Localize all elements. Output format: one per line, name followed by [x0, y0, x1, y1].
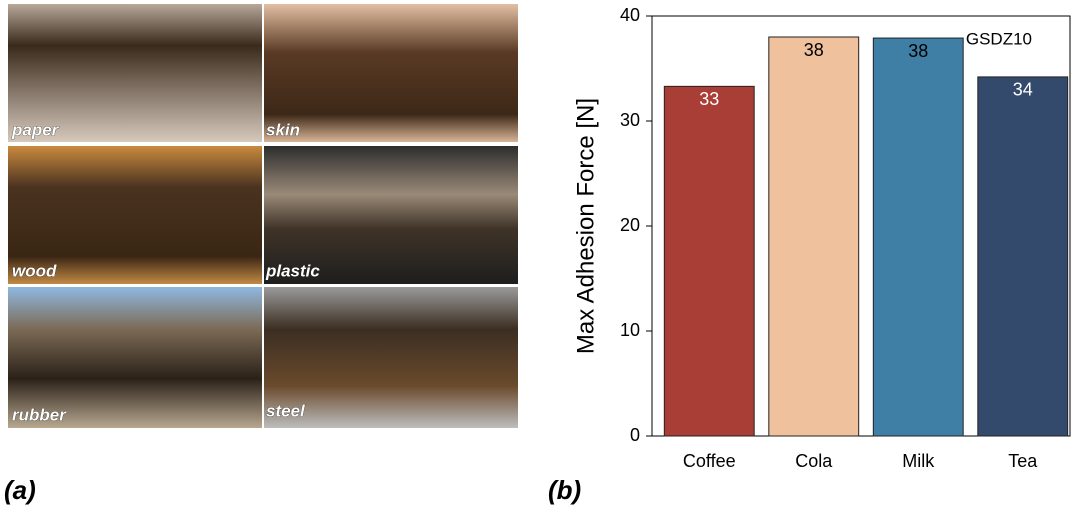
y-tick-label: 0	[630, 425, 640, 445]
bar	[873, 38, 963, 436]
photo-label: wood	[12, 261, 57, 280]
panel-caption: (b)	[548, 475, 581, 505]
photo-skin	[264, 4, 518, 142]
value-label: 33	[699, 89, 719, 109]
x-tick-label: Tea	[1008, 451, 1038, 471]
y-tick-label: 40	[620, 5, 640, 25]
x-tick-label: Cola	[795, 451, 833, 471]
y-tick-label: 10	[620, 320, 640, 340]
value-label: 38	[908, 41, 928, 61]
bar	[978, 77, 1068, 436]
x-tick-label: Milk	[902, 451, 935, 471]
x-tick-label: Coffee	[683, 451, 736, 471]
photo-label: rubber	[12, 405, 67, 424]
figure: paper skin wood plastic rubber steel (a)…	[0, 0, 1073, 513]
photo-label: paper	[11, 120, 60, 139]
photo-label: plastic	[265, 261, 320, 280]
annotation: GSDZ10	[966, 29, 1032, 48]
y-tick-label: 30	[620, 110, 640, 130]
photo-grid: paper skin wood plastic rubber steel	[8, 4, 518, 428]
y-tick-label: 20	[620, 215, 640, 235]
panel-caption: (a)	[4, 475, 36, 505]
photo-label: steel	[266, 401, 306, 420]
bar	[769, 37, 859, 436]
photo-label: skin	[266, 120, 300, 139]
value-label: 34	[1013, 80, 1033, 100]
bar	[664, 86, 754, 436]
y-axis-label: Max Adhesion Force [N]	[572, 98, 599, 354]
value-label: 38	[804, 40, 824, 60]
